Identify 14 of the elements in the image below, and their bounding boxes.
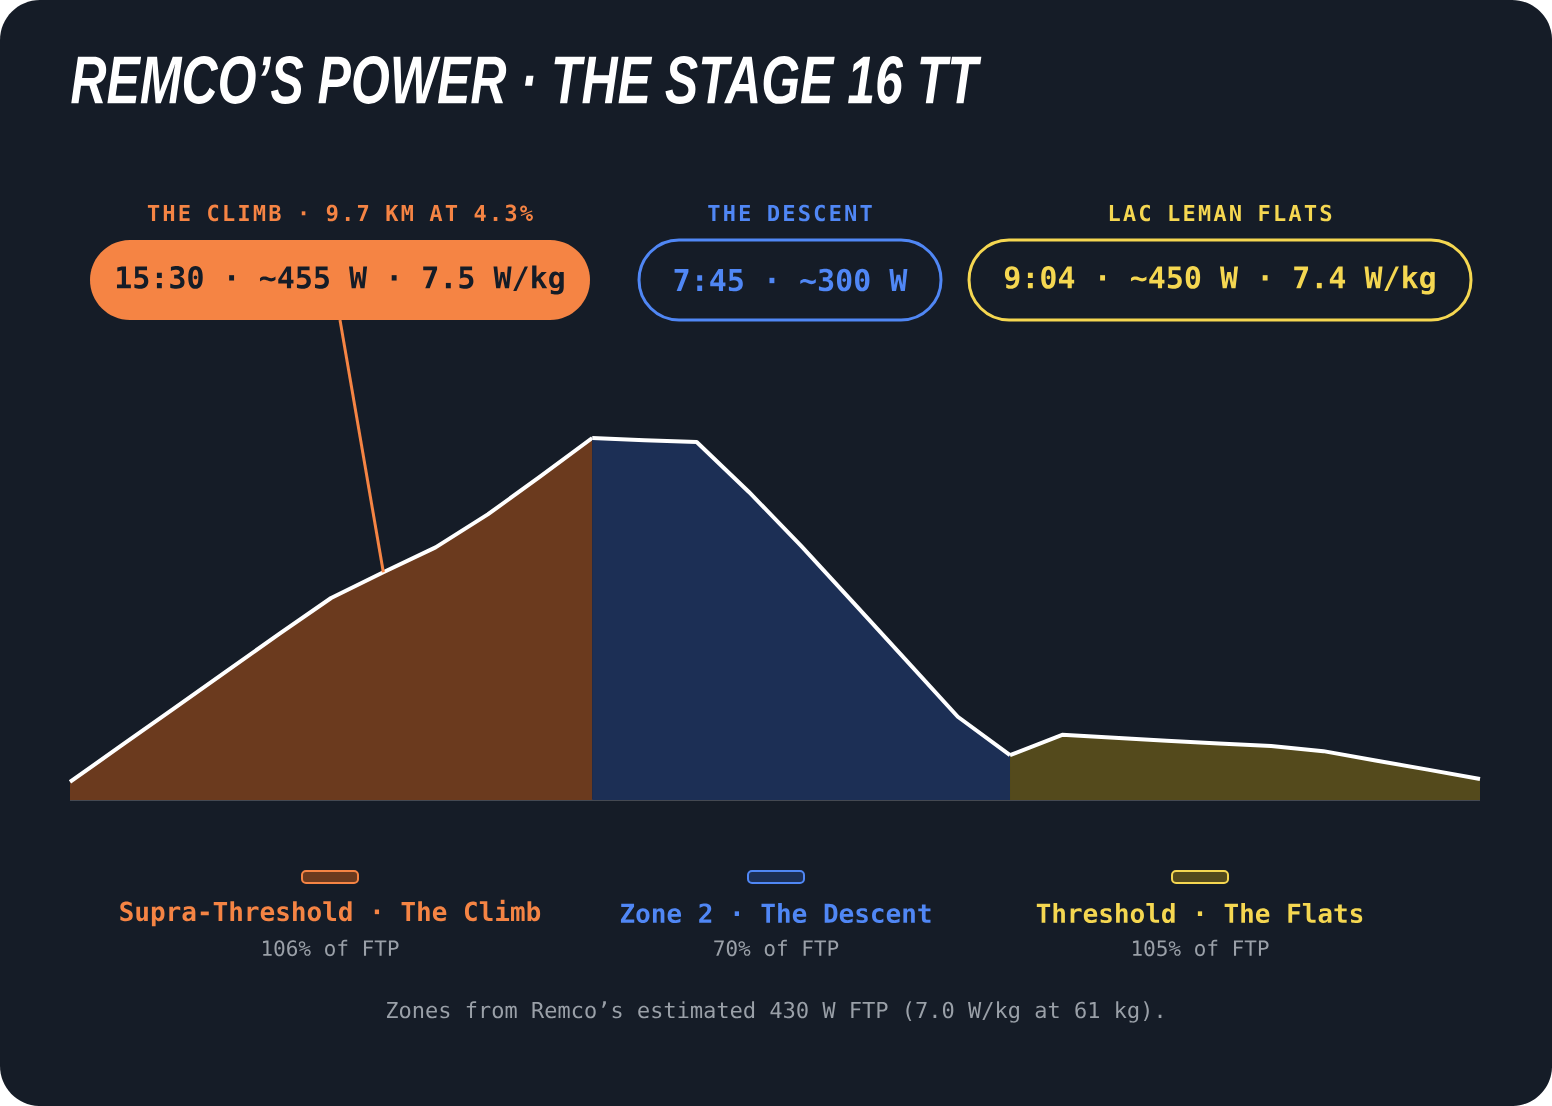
text: Zones from Remco’s estimated 430 W FTP (7.0 W/kg at 61 kg). bbox=[386, 1001, 1162, 1023]
chart-title: REMCO’S POWER · THE STAGE 16 TT bbox=[71, 56, 982, 104]
text: 7:45 · ~300 W bbox=[674, 268, 908, 292]
text: 15:30 · ~455 W · 7.5 W/kg bbox=[116, 265, 564, 295]
text: 70% of FTP bbox=[714, 939, 839, 957]
text: 9:04 · ~450 W · 7.4 W/kg bbox=[1004, 265, 1435, 295]
text: THE CLIMB · 9.7 KM AT 4.3% bbox=[147, 204, 533, 222]
legend-label: Supra-Threshold · The Climb bbox=[120, 899, 541, 927]
legend-label: Threshold · The Flats bbox=[1036, 902, 1363, 924]
text: 105% of FTP bbox=[1133, 939, 1269, 957]
text: 106% of FTP bbox=[263, 939, 399, 957]
legend-label: Zone 2 · The Descent bbox=[620, 902, 931, 924]
text: THE DESCENT bbox=[708, 204, 872, 222]
text: LAC LEMAN FLATS bbox=[1109, 204, 1332, 222]
